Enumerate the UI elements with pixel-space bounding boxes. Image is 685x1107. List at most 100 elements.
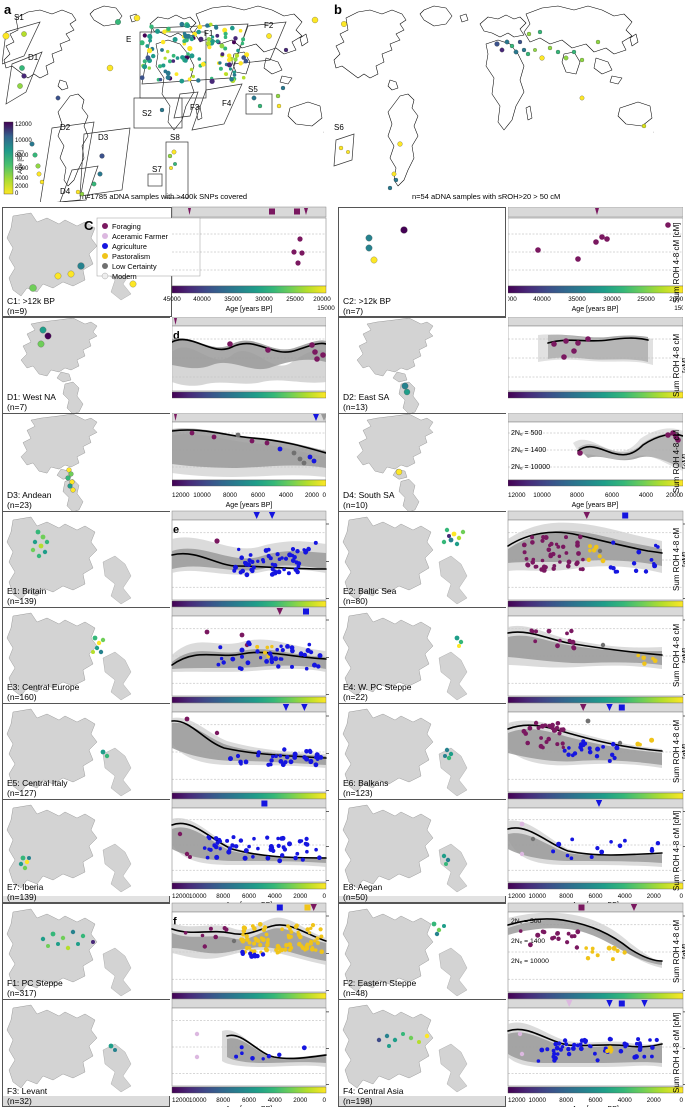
svg-text:S5: S5 bbox=[248, 85, 258, 94]
svg-text:Agriculture: Agriculture bbox=[112, 242, 147, 251]
svg-text:0: 0 bbox=[15, 191, 19, 197]
svg-text:E6: Balkans: E6: Balkans bbox=[343, 778, 388, 788]
svg-text:D3: Andean: D3: Andean bbox=[7, 490, 52, 500]
svg-text:2000: 2000 bbox=[647, 1097, 662, 1104]
svg-text:4000: 4000 bbox=[268, 1097, 283, 1104]
svg-text:(n=127): (n=127) bbox=[7, 788, 37, 798]
svg-text:E3: Central Europe: E3: Central Europe bbox=[7, 682, 80, 692]
svg-text:2000: 2000 bbox=[15, 184, 29, 190]
svg-text:4000: 4000 bbox=[618, 1097, 633, 1104]
svg-text:C: C bbox=[84, 218, 94, 233]
svg-text:E2: Baltic Sea: E2: Baltic Sea bbox=[343, 586, 397, 596]
svg-text:(n=317): (n=317) bbox=[7, 988, 37, 998]
svg-text:6000: 6000 bbox=[251, 492, 266, 499]
svg-text:45000: 45000 bbox=[163, 296, 181, 303]
svg-text:b: b bbox=[334, 2, 342, 17]
svg-text:4000: 4000 bbox=[15, 176, 29, 182]
svg-text:12000: 12000 bbox=[508, 492, 526, 499]
svg-text:D4: South SA: D4: South SA bbox=[343, 490, 395, 500]
svg-text:12000: 12000 bbox=[15, 122, 32, 128]
svg-text:(n=50): (n=50) bbox=[343, 892, 368, 902]
svg-text:30000: 30000 bbox=[255, 296, 273, 303]
svg-text:2Nₑ = 500: 2Nₑ = 500 bbox=[511, 430, 542, 437]
svg-text:4000: 4000 bbox=[618, 893, 633, 900]
svg-text:8000: 8000 bbox=[559, 1097, 574, 1104]
svg-text:10000: 10000 bbox=[533, 492, 551, 499]
svg-text:30000: 30000 bbox=[603, 296, 621, 303]
svg-text:Age [years BP]: Age [years BP] bbox=[572, 502, 619, 509]
svg-text:2Nₑ = 10000: 2Nₑ = 10000 bbox=[511, 958, 549, 965]
svg-text:2Nₑ = 1400: 2Nₑ = 1400 bbox=[511, 447, 546, 454]
svg-text:2000: 2000 bbox=[293, 1097, 308, 1104]
svg-text:E4: W. PC Steppe: E4: W. PC Steppe bbox=[343, 682, 412, 692]
svg-text:(n=198): (n=198) bbox=[343, 1096, 373, 1106]
svg-text:F4: F4 bbox=[222, 99, 232, 108]
svg-text:40000: 40000 bbox=[193, 296, 211, 303]
svg-text:D2: D2 bbox=[60, 123, 71, 132]
svg-text:F2: F2 bbox=[264, 21, 274, 30]
svg-text:10000: 10000 bbox=[15, 138, 32, 144]
svg-text:12000: 12000 bbox=[172, 492, 190, 499]
svg-text:25000: 25000 bbox=[286, 296, 304, 303]
svg-text:2000: 2000 bbox=[647, 893, 662, 900]
svg-text:20000: 20000 bbox=[313, 296, 331, 303]
svg-text:0: 0 bbox=[322, 1097, 326, 1104]
svg-text:8000: 8000 bbox=[223, 492, 238, 499]
svg-text:S2: S2 bbox=[142, 109, 152, 118]
svg-text:8000: 8000 bbox=[216, 1097, 231, 1104]
svg-text:Age [years BP]: Age [years BP] bbox=[226, 502, 273, 509]
svg-text:S6: S6 bbox=[334, 123, 344, 132]
svg-text:e: e bbox=[173, 524, 179, 536]
svg-text:(n=7): (n=7) bbox=[343, 306, 363, 316]
svg-text:Modern: Modern bbox=[112, 272, 137, 281]
svg-text:F1: PC Steppe: F1: PC Steppe bbox=[7, 978, 63, 988]
svg-text:(n=123): (n=123) bbox=[343, 788, 373, 798]
svg-text:(n=139): (n=139) bbox=[7, 892, 37, 902]
svg-text:n=54 aDNA samples with sROH>20: n=54 aDNA samples with sROH>20 > 50 cM bbox=[412, 192, 560, 201]
svg-text:(n=32): (n=32) bbox=[7, 1096, 32, 1106]
svg-text:F3: Levant: F3: Levant bbox=[7, 1086, 48, 1096]
svg-text:6000: 6000 bbox=[242, 1097, 257, 1104]
svg-text:6000: 6000 bbox=[242, 893, 257, 900]
svg-text:Age [BP]: Age [BP] bbox=[18, 150, 24, 174]
svg-text:(n=23): (n=23) bbox=[7, 500, 32, 510]
svg-text:6000: 6000 bbox=[588, 893, 603, 900]
svg-text:(n=9): (n=9) bbox=[7, 306, 27, 316]
svg-text:E: E bbox=[126, 35, 131, 44]
svg-text:Low Certainty: Low Certainty bbox=[112, 262, 157, 271]
svg-text:12000: 12000 bbox=[172, 1097, 190, 1104]
svg-text:F4: Central Asia: F4: Central Asia bbox=[343, 1086, 404, 1096]
svg-text:Aceramic Farmer: Aceramic Farmer bbox=[112, 232, 169, 241]
svg-text:4000: 4000 bbox=[268, 893, 283, 900]
svg-text:2000: 2000 bbox=[293, 893, 308, 900]
svg-text:S7: S7 bbox=[152, 165, 162, 174]
svg-text:10000: 10000 bbox=[189, 893, 207, 900]
svg-text:(n=13): (n=13) bbox=[343, 402, 368, 412]
svg-text:12000: 12000 bbox=[508, 1097, 526, 1104]
svg-text:(n=80): (n=80) bbox=[343, 596, 368, 606]
svg-text:35000: 35000 bbox=[224, 296, 242, 303]
svg-text:2Nₑ = 10000: 2Nₑ = 10000 bbox=[511, 464, 550, 471]
svg-text:Age [years BP]: Age [years BP] bbox=[572, 306, 619, 313]
svg-text:E7: Iberia: E7: Iberia bbox=[7, 882, 44, 892]
svg-text:Pastoralism: Pastoralism bbox=[112, 252, 150, 261]
svg-text:(n=139): (n=139) bbox=[7, 596, 37, 606]
svg-text:F3: F3 bbox=[190, 103, 200, 112]
svg-text:D2: East SA: D2: East SA bbox=[343, 392, 390, 402]
svg-text:2Nₑ = 1400: 2Nₑ = 1400 bbox=[511, 938, 545, 945]
svg-text:6000: 6000 bbox=[605, 492, 620, 499]
svg-text:E8: Aegan: E8: Aegan bbox=[343, 882, 383, 892]
svg-text:35000: 35000 bbox=[568, 296, 586, 303]
svg-text:C1: >12k BP: C1: >12k BP bbox=[7, 296, 55, 306]
svg-text:(n=7): (n=7) bbox=[7, 402, 27, 412]
svg-text:8000: 8000 bbox=[559, 893, 574, 900]
svg-text:Foraging: Foraging bbox=[112, 222, 141, 231]
svg-text:2Nₑ = 500: 2Nₑ = 500 bbox=[511, 918, 542, 925]
svg-text:4000: 4000 bbox=[279, 492, 294, 499]
svg-text:0: 0 bbox=[322, 492, 326, 499]
svg-text:40000: 40000 bbox=[533, 296, 551, 303]
svg-text:D1: West NA: D1: West NA bbox=[7, 392, 56, 402]
svg-text:D4: D4 bbox=[60, 187, 71, 196]
svg-text:(n=48): (n=48) bbox=[343, 988, 368, 998]
svg-text:n=1785 aDNA samples with >400k: n=1785 aDNA samples with >400k SNPs cove… bbox=[82, 192, 247, 201]
